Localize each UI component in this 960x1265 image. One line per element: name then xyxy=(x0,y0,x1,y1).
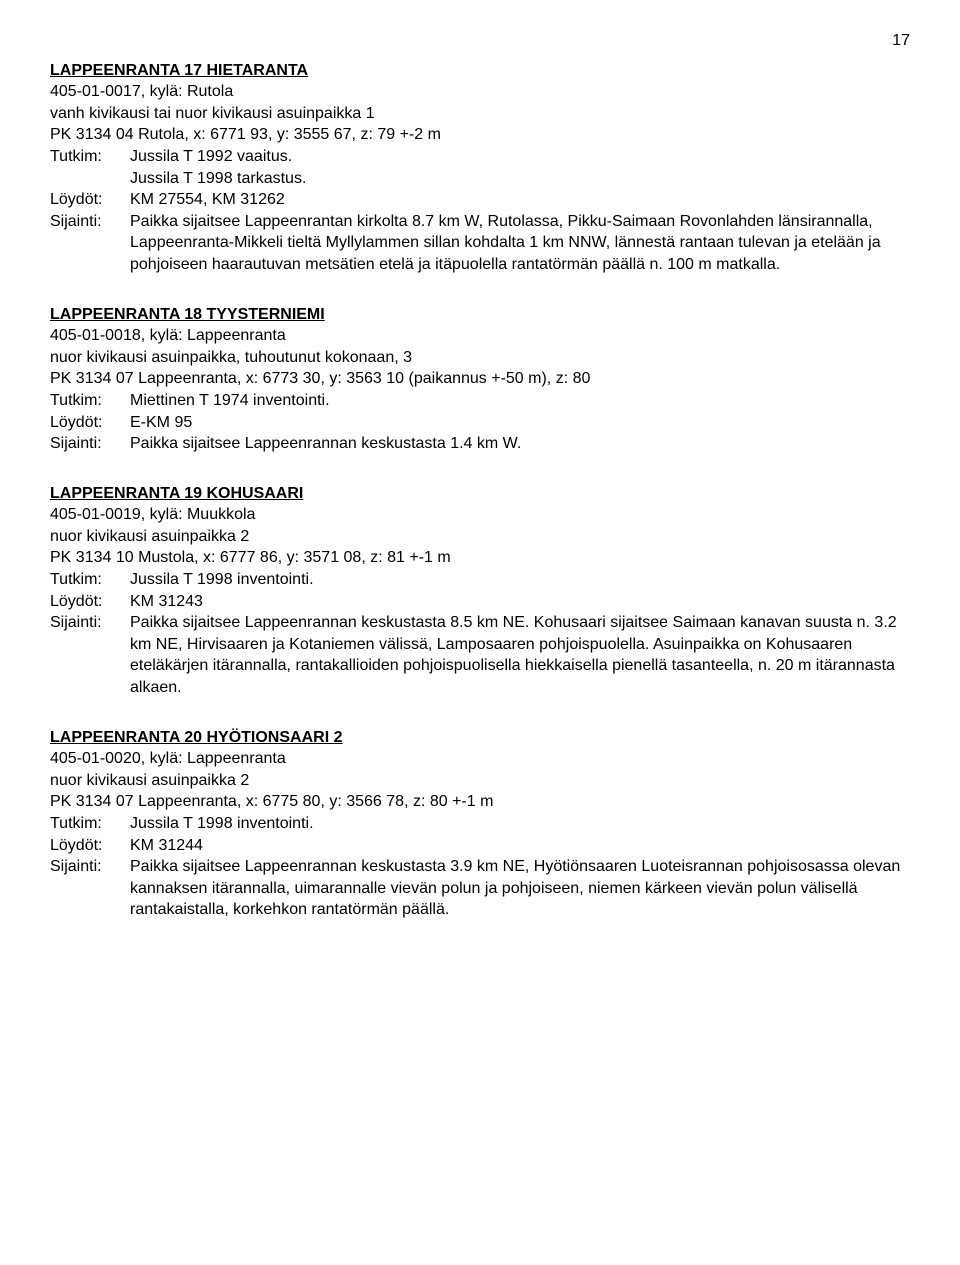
field-label-tutkim: Tutkim: xyxy=(50,390,130,412)
field-row: Sijainti: Paikka sijaitsee Lappeenrannan… xyxy=(50,612,910,698)
field-label-blank xyxy=(50,168,130,190)
entry-id-line: 405-01-0018, kylä: Lappeenranta xyxy=(50,325,910,347)
field-row: Sijainti: Paikka sijaitsee Lappeenrantan… xyxy=(50,211,910,276)
field-value-sijainti: Paikka sijaitsee Lappeenrantan kirkolta … xyxy=(130,211,910,276)
entry: LAPPEENRANTA 17 HIETARANTA 405-01-0017, … xyxy=(50,60,910,276)
field-row: Tutkim: Jussila T 1992 vaaitus. xyxy=(50,146,910,168)
field-value-sijainti: Paikka sijaitsee Lappeenrannan keskustas… xyxy=(130,612,910,698)
entry-title: LAPPEENRANTA 18 TYYSTERNIEMI xyxy=(50,304,910,326)
field-label-sijainti: Sijainti: xyxy=(50,433,130,455)
entry-pk-line: PK 3134 07 Lappeenranta, x: 6773 30, y: … xyxy=(50,368,910,390)
entry: LAPPEENRANTA 18 TYYSTERNIEMI 405-01-0018… xyxy=(50,304,910,455)
field-label-loydot: Löydöt: xyxy=(50,835,130,857)
field-label-sijainti: Sijainti: xyxy=(50,856,130,921)
entry-title: LAPPEENRANTA 17 HIETARANTA xyxy=(50,60,910,82)
field-row: Tutkim: Jussila T 1998 inventointi. xyxy=(50,569,910,591)
field-label-tutkim: Tutkim: xyxy=(50,569,130,591)
entry-type-line: nuor kivikausi asuinpaikka 2 xyxy=(50,770,910,792)
field-label-tutkim: Tutkim: xyxy=(50,146,130,168)
field-row: Sijainti: Paikka sijaitsee Lappeenrannan… xyxy=(50,433,910,455)
entry-pk-line: PK 3134 07 Lappeenranta, x: 6775 80, y: … xyxy=(50,791,910,813)
entry-id-line: 405-01-0020, kylä: Lappeenranta xyxy=(50,748,910,770)
entry: LAPPEENRANTA 20 HYÖTIONSAARI 2 405-01-00… xyxy=(50,727,910,921)
field-value-tutkim: Jussila T 1998 inventointi. xyxy=(130,569,910,591)
entry-pk-line: PK 3134 04 Rutola, x: 6771 93, y: 3555 6… xyxy=(50,124,910,146)
entry-type-line: vanh kivikausi tai nuor kivikausi asuinp… xyxy=(50,103,910,125)
field-value-sijainti: Paikka sijaitsee Lappeenrannan keskustas… xyxy=(130,856,910,921)
field-label-loydot: Löydöt: xyxy=(50,189,130,211)
field-label-loydot: Löydöt: xyxy=(50,591,130,613)
entry-pk-line: PK 3134 10 Mustola, x: 6777 86, y: 3571 … xyxy=(50,547,910,569)
field-value-tutkim2: Jussila T 1998 tarkastus. xyxy=(130,168,910,190)
entry-id-line: 405-01-0017, kylä: Rutola xyxy=(50,81,910,103)
field-value-loydot: KM 31243 xyxy=(130,591,910,613)
field-value-sijainti: Paikka sijaitsee Lappeenrannan keskustas… xyxy=(130,433,910,455)
field-value-loydot: KM 27554, KM 31262 xyxy=(130,189,910,211)
entry-id-line: 405-01-0019, kylä: Muukkola xyxy=(50,504,910,526)
entry: LAPPEENRANTA 19 KOHUSAARI 405-01-0019, k… xyxy=(50,483,910,699)
field-value-tutkim: Jussila T 1998 inventointi. xyxy=(130,813,910,835)
field-value-tutkim: Jussila T 1992 vaaitus. xyxy=(130,146,910,168)
field-row: Tutkim: Miettinen T 1974 inventointi. xyxy=(50,390,910,412)
field-label-sijainti: Sijainti: xyxy=(50,211,130,276)
field-row: Löydöt: E-KM 95 xyxy=(50,412,910,434)
field-value-loydot: KM 31244 xyxy=(130,835,910,857)
field-row: Löydöt: KM 31243 xyxy=(50,591,910,613)
entry-title: LAPPEENRANTA 19 KOHUSAARI xyxy=(50,483,910,505)
field-label-loydot: Löydöt: xyxy=(50,412,130,434)
entry-type-line: nuor kivikausi asuinpaikka 2 xyxy=(50,526,910,548)
field-label-sijainti: Sijainti: xyxy=(50,612,130,698)
entry-title: LAPPEENRANTA 20 HYÖTIONSAARI 2 xyxy=(50,727,910,749)
field-row: Tutkim: Jussila T 1998 inventointi. xyxy=(50,813,910,835)
field-value-tutkim: Miettinen T 1974 inventointi. xyxy=(130,390,910,412)
field-row: Jussila T 1998 tarkastus. xyxy=(50,168,910,190)
field-row: Sijainti: Paikka sijaitsee Lappeenrannan… xyxy=(50,856,910,921)
field-value-loydot: E-KM 95 xyxy=(130,412,910,434)
field-row: Löydöt: KM 27554, KM 31262 xyxy=(50,189,910,211)
field-label-tutkim: Tutkim: xyxy=(50,813,130,835)
field-row: Löydöt: KM 31244 xyxy=(50,835,910,857)
page-number: 17 xyxy=(50,30,910,52)
entry-type-line: nuor kivikausi asuinpaikka, tuhoutunut k… xyxy=(50,347,910,369)
